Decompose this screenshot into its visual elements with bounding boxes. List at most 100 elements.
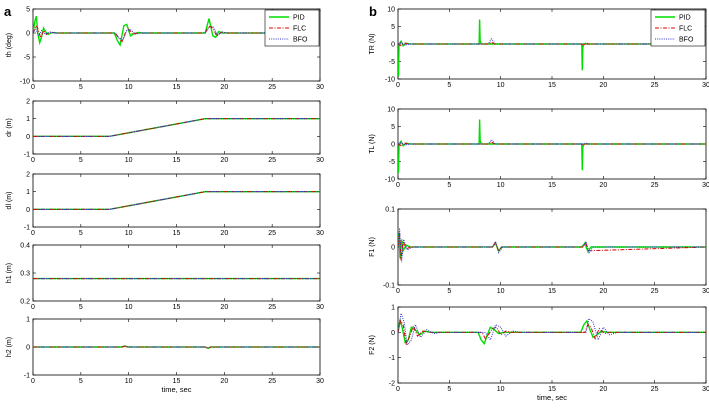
x-tick-label: 10 <box>497 386 505 393</box>
x-tick-label: 10 <box>497 182 505 189</box>
axes-frame <box>397 306 707 384</box>
x-axis-label: time, sec <box>537 393 567 402</box>
series-line-flc <box>33 24 320 43</box>
x-tick-label: 5 <box>447 288 451 295</box>
x-tick-label: 10 <box>125 84 133 91</box>
y-tick-label: 0 <box>26 345 30 352</box>
x-tick-label: 25 <box>651 182 659 189</box>
x-tick-label: 30 <box>702 288 709 295</box>
y-tick-label: 0.4 <box>20 243 30 250</box>
x-tick-label: 30 <box>702 386 709 393</box>
x-tick-label: 30 <box>316 157 324 164</box>
y-tick-label: 0 <box>391 142 395 149</box>
y-tick-label: 0 <box>391 330 395 337</box>
x-tick-label: 25 <box>268 230 276 237</box>
chart-f2: 0 5 10 15 20 25 30 -2 -1 0 1 F2 (N) time, sec <box>369 305 709 403</box>
y-tick-label: 0.2 <box>20 299 30 306</box>
x-tick-label: 25 <box>268 157 276 164</box>
legend-box <box>650 9 706 47</box>
series-group <box>33 190 320 211</box>
x-tick-label: 15 <box>173 157 181 164</box>
x-tick-label: 10 <box>125 157 133 164</box>
y-tick-label: 0.3 <box>20 271 30 278</box>
x-tick-label: 15 <box>173 304 181 311</box>
x-tick-label: 0 <box>31 157 35 164</box>
series-group <box>398 227 706 263</box>
y-tick-label: 10 <box>387 7 395 14</box>
series-group <box>398 313 706 347</box>
legend: PID FLC BFO <box>264 9 320 47</box>
y-tick-label: 1 <box>26 116 30 123</box>
x-tick-label: 30 <box>316 230 324 237</box>
series-line-flc <box>33 345 320 349</box>
y-axis-label: th (deg) <box>6 33 13 57</box>
x-tick-label: 20 <box>220 84 228 91</box>
chart-f1: 0 5 10 15 20 25 30-0.100.1F1 (N) <box>369 207 709 296</box>
x-tick-label: 15 <box>548 288 556 295</box>
x-tick-label: 15 <box>548 82 556 89</box>
x-tick-label: 30 <box>316 304 324 311</box>
series-line-flc <box>398 319 706 346</box>
y-tick-label: -2 <box>389 381 395 388</box>
chart-tl: 0 5 10 15 20 25 30 -10 -5 0 5 10 TL (N) <box>369 107 709 190</box>
y-tick-label: -10 <box>385 77 395 84</box>
y-tick-label: -1 <box>389 355 395 362</box>
x-tick-label: 5 <box>447 82 451 89</box>
legend-label-bfo: BFO <box>679 37 694 44</box>
series-group <box>398 119 706 173</box>
y-tick-label: 5 <box>391 24 395 31</box>
series-group <box>33 117 320 138</box>
y-tick-label: -10 <box>385 177 395 184</box>
y-tick-label: 5 <box>26 7 30 14</box>
series-line-bfo <box>33 118 320 137</box>
x-tick-label: 0 <box>396 82 400 89</box>
chart-h1: 0 5 10 15 20 25 30 0.2 0.3 0.4 h1 (m) <box>6 243 324 312</box>
y-axis-label: F2 (N) <box>369 335 376 355</box>
axes-frame <box>32 244 321 302</box>
x-tick-label: 30 <box>316 378 324 385</box>
x-tick-label: 10 <box>497 288 505 295</box>
legend-label-pid: PID <box>293 15 305 22</box>
legend-label-flc: FLC <box>679 26 692 33</box>
x-tick-label: 30 <box>702 82 709 89</box>
series-line-bfo <box>398 139 706 146</box>
x-tick-label: 20 <box>220 157 228 164</box>
series-line-bfo <box>398 37 706 46</box>
y-tick-label: -5 <box>24 55 30 62</box>
x-tick-label: 20 <box>220 230 228 237</box>
x-tick-label: 30 <box>702 182 709 189</box>
x-tick-label: 0 <box>31 378 35 385</box>
x-tick-label: 20 <box>220 378 228 385</box>
y-tick-label: 1 <box>391 305 395 312</box>
x-tick-label: 15 <box>173 84 181 91</box>
x-tick-label: 25 <box>268 378 276 385</box>
x-tick-label: 10 <box>125 378 133 385</box>
x-tick-label: 5 <box>79 157 83 164</box>
panel-a-label: a <box>4 4 12 19</box>
y-axis-label: TL (N) <box>369 134 376 154</box>
series-line-flc <box>398 41 706 47</box>
x-tick-label: 25 <box>268 304 276 311</box>
x-tick-label: 20 <box>599 82 607 89</box>
x-tick-label: 5 <box>79 304 83 311</box>
y-tick-label: -1 <box>24 373 30 380</box>
y-tick-label: 5 <box>391 124 395 131</box>
x-tick-label: 20 <box>220 304 228 311</box>
axes-frame <box>32 100 321 155</box>
y-tick-label: 0 <box>26 134 30 141</box>
legend-box <box>264 9 320 47</box>
axes-frame <box>32 173 321 228</box>
x-tick-label: 15 <box>173 230 181 237</box>
y-tick-label: 1 <box>26 189 30 196</box>
x-tick-label: 0 <box>31 304 35 311</box>
x-tick-label: 0 <box>396 182 400 189</box>
series-line-bfo <box>33 25 320 41</box>
series-group <box>33 345 320 350</box>
panel-b-label: b <box>369 4 377 19</box>
y-tick-label: 0.1 <box>385 207 395 214</box>
x-tick-label: 5 <box>79 230 83 237</box>
x-tick-label: 20 <box>599 182 607 189</box>
